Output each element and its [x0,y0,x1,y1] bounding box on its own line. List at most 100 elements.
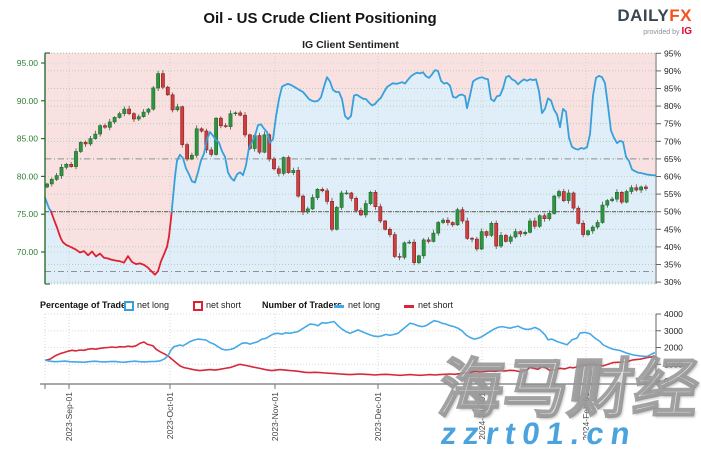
date-axis: 2023-Sep-01 2023-Oct-01 2023-Nov-01 2023-De… [40,383,660,441]
candle-up [407,241,412,244]
candle-up [233,112,238,115]
net-long-pct-swatch-icon [124,301,134,311]
pct-axis-right: 95% 90% 85% 80% 75% 70% 65% 60% 55% 50% 45% 40% 35% 3… [655,48,681,287]
candle-up [107,121,112,128]
candle-up [566,192,571,201]
candle-up [600,204,605,223]
count-tick-label: 4000 [664,309,683,319]
pct-tick-label: 75% [664,119,681,129]
candle-down [296,170,301,197]
candle-down [571,192,576,209]
candle-up [537,215,542,227]
candle-down [542,215,547,219]
candle-down [576,207,581,224]
count-tick-label: 1000 [664,359,683,369]
candle-down [619,192,624,203]
candle-down [503,235,508,242]
candle-up [117,113,122,118]
candle-down [354,198,359,211]
candle-up [421,239,426,257]
candle-down [83,142,88,145]
candle-up [441,219,446,223]
pct-tick-label: 30% [664,277,681,287]
candle-up [339,192,344,208]
candle-up [528,220,532,233]
candle-down [445,219,450,223]
candle-up [310,197,315,210]
count-tick-label: 0 [664,376,669,386]
count-panel [44,313,656,381]
chart-legend: Percentage of Traders net long net short… [0,298,701,312]
candle-up [614,192,619,200]
candle-down [301,195,305,213]
candle-down [209,149,214,155]
candle-down [69,164,74,167]
candle-up [146,108,151,113]
candle-up [122,108,127,114]
candle-down [643,186,648,189]
page-title: Oil - US Crude Client Positioning [203,10,437,27]
candle-up [547,213,552,219]
candle-down [426,239,431,242]
candle-up [214,117,219,155]
legend-pct-title: Percentage of Traders [40,300,135,310]
pct-tick-label: 35% [664,260,681,270]
candle-down [185,144,190,160]
candle-up [513,231,518,238]
candle-up [455,209,460,226]
candle-down [223,125,228,127]
candle-down [267,134,272,160]
legend-num-title: Number of Traders [262,300,343,310]
candle-up [291,170,296,173]
candle-up [112,117,117,123]
candle-up [629,187,634,192]
candle-up [508,236,513,242]
pct-tick-label: 60% [664,172,681,182]
candle-up [141,111,146,117]
pct-tick-label: 90% [664,66,681,76]
candle-down [180,106,185,145]
candle-up [344,192,349,195]
candle-up [64,164,69,168]
candle-down [330,201,334,230]
candle-up [151,87,156,110]
below-line-fill [45,70,655,284]
candle-down [450,222,455,226]
net-short-count-line [44,341,656,377]
price-tick-label: 70.00 [17,247,39,257]
candle-down [532,220,537,227]
candle-up [368,192,373,204]
price-axis-left: 95.00 90.00 85.00 80.00 75.00 70.00 [17,52,50,285]
sentiment-line-segment [170,69,656,213]
candle-down [257,135,262,153]
candle-down [238,112,243,116]
candle-up [54,175,59,180]
candle-up [175,106,180,111]
candle-up [605,200,610,206]
candle-up [228,113,233,127]
candle-up [624,191,629,203]
candle-up [305,208,310,213]
sentiment-line-segment [50,210,173,276]
candle-up [78,142,83,152]
candle-down [349,192,354,199]
candle-down [474,238,479,250]
dailyfx-wordmark: DAILYFX [617,6,692,26]
candle-down [561,191,566,201]
candle-down [161,73,165,88]
candle-up [45,183,49,188]
candle-up [610,198,615,201]
candle-up [59,167,64,176]
candle-up [523,232,528,235]
date-tick-label: 2023-Sep-01 [64,392,74,441]
legend-net-short-count: net short [418,300,454,310]
date-tick-label: 2024-Feb-01 [581,392,591,441]
candle-up [416,255,421,263]
pct-tick-label: 80% [664,101,681,111]
pct-tick-label: 65% [664,154,681,164]
candle-down [397,256,402,258]
count-axis-right: 4000 3000 2000 1000 0 [655,309,683,386]
chart-subtitle: IG Client Sentiment [302,39,399,51]
